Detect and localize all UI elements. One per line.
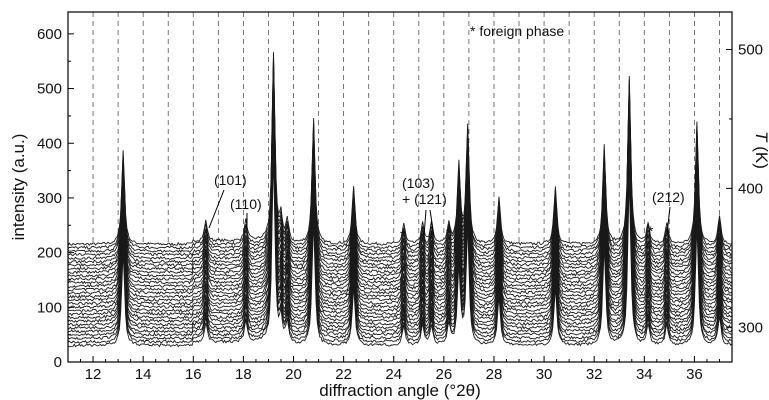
star-marker-1: * xyxy=(400,227,406,243)
diffraction-trace xyxy=(68,89,732,285)
diffraction-trace xyxy=(68,153,732,348)
diffraction-trace xyxy=(68,113,732,309)
diffraction-trace xyxy=(68,86,732,281)
plot-frame xyxy=(67,11,733,363)
y-tick-label: 600 xyxy=(37,26,62,43)
diffraction-traces xyxy=(68,52,732,362)
diffraction-trace xyxy=(68,54,732,250)
diffraction-trace xyxy=(68,120,732,317)
x-tick-label: 22 xyxy=(335,366,352,383)
x-tick-label: 14 xyxy=(135,366,152,383)
diffraction-trace xyxy=(68,76,732,271)
diffraction-trace xyxy=(68,52,732,247)
diffraction-trace xyxy=(68,71,732,268)
y-tick-label: 400 xyxy=(37,135,62,152)
diffraction-trace xyxy=(68,67,732,264)
arrow-103 xyxy=(423,209,427,237)
diffraction-trace xyxy=(68,78,732,275)
diffraction-trace xyxy=(68,137,732,334)
y-tick-label: 300 xyxy=(37,190,62,207)
diffraction-trace xyxy=(68,133,732,330)
diffraction-trace xyxy=(68,142,732,337)
label-103: (103) xyxy=(402,175,435,191)
trace-fill xyxy=(68,106,732,362)
diffraction-trace xyxy=(68,147,732,345)
y-tick-label: 0 xyxy=(54,354,62,371)
diffraction-trace xyxy=(68,145,732,341)
trace-fill xyxy=(68,153,732,362)
diffraction-trace xyxy=(68,59,732,253)
diffraction-trace xyxy=(68,83,732,278)
diffraction-trace xyxy=(68,117,732,313)
x-tick-label: 28 xyxy=(486,366,503,383)
right-axis-title: T (K) xyxy=(752,131,769,169)
x-tick-label: 26 xyxy=(436,366,453,383)
x-tick-label: 36 xyxy=(686,366,703,383)
x-axis-ticks: 12 14 16 18 20 22 24 26 28 30 32 34 36 xyxy=(67,356,720,383)
diffraction-trace xyxy=(68,132,732,327)
y-tick-label: 100 xyxy=(37,299,62,316)
label-212: (212) xyxy=(652,189,685,205)
diffraction-trace xyxy=(68,96,732,292)
diffraction-trace xyxy=(68,127,732,323)
x-tick-label: 34 xyxy=(636,366,653,383)
arrow-212 xyxy=(666,206,671,235)
star-marker-3: * xyxy=(648,223,654,239)
label-101: (101) xyxy=(214,172,247,188)
x-tick-label: 12 xyxy=(85,366,102,383)
diffraction-trace xyxy=(68,124,732,320)
diffraction-trace xyxy=(68,66,732,261)
x-tick-label: 18 xyxy=(235,366,252,383)
x-tick-label: 20 xyxy=(285,366,302,383)
y2-tick-label: 500 xyxy=(738,42,763,59)
diffraction-trace xyxy=(68,104,732,299)
arrow-121 xyxy=(429,209,435,237)
label-121: + (121) xyxy=(402,191,447,207)
y-tick-label: 200 xyxy=(37,245,62,262)
diffraction-trace xyxy=(68,109,732,306)
x-axis-title: diffraction angle (°2θ) xyxy=(319,381,480,400)
y-tick-label: 500 xyxy=(37,81,62,98)
right-axis-ticks: 300 400 500 xyxy=(726,42,763,336)
x-tick-label: 24 xyxy=(385,366,402,383)
x-tick-label: 32 xyxy=(586,366,603,383)
label-110: (110) xyxy=(230,196,262,212)
y2-tick-label: 300 xyxy=(738,319,763,336)
x-tick-label: 16 xyxy=(185,366,202,383)
x-tick-label: 30 xyxy=(536,366,553,383)
star-marker-2: * xyxy=(446,225,452,241)
y-axis-title: intensity (a.u.) xyxy=(9,134,28,241)
legend-foreign-phase: * foreign phase xyxy=(470,23,564,39)
arrow-101 xyxy=(208,189,225,229)
diffraction-trace xyxy=(68,99,732,295)
diffraction-trace xyxy=(68,61,732,257)
diffraction-trace xyxy=(68,92,732,289)
diffraction-trace xyxy=(68,106,732,302)
y2-tick-label: 400 xyxy=(738,180,763,197)
y-axis-ticks: 0 100 200 300 400 500 600 xyxy=(37,26,74,371)
